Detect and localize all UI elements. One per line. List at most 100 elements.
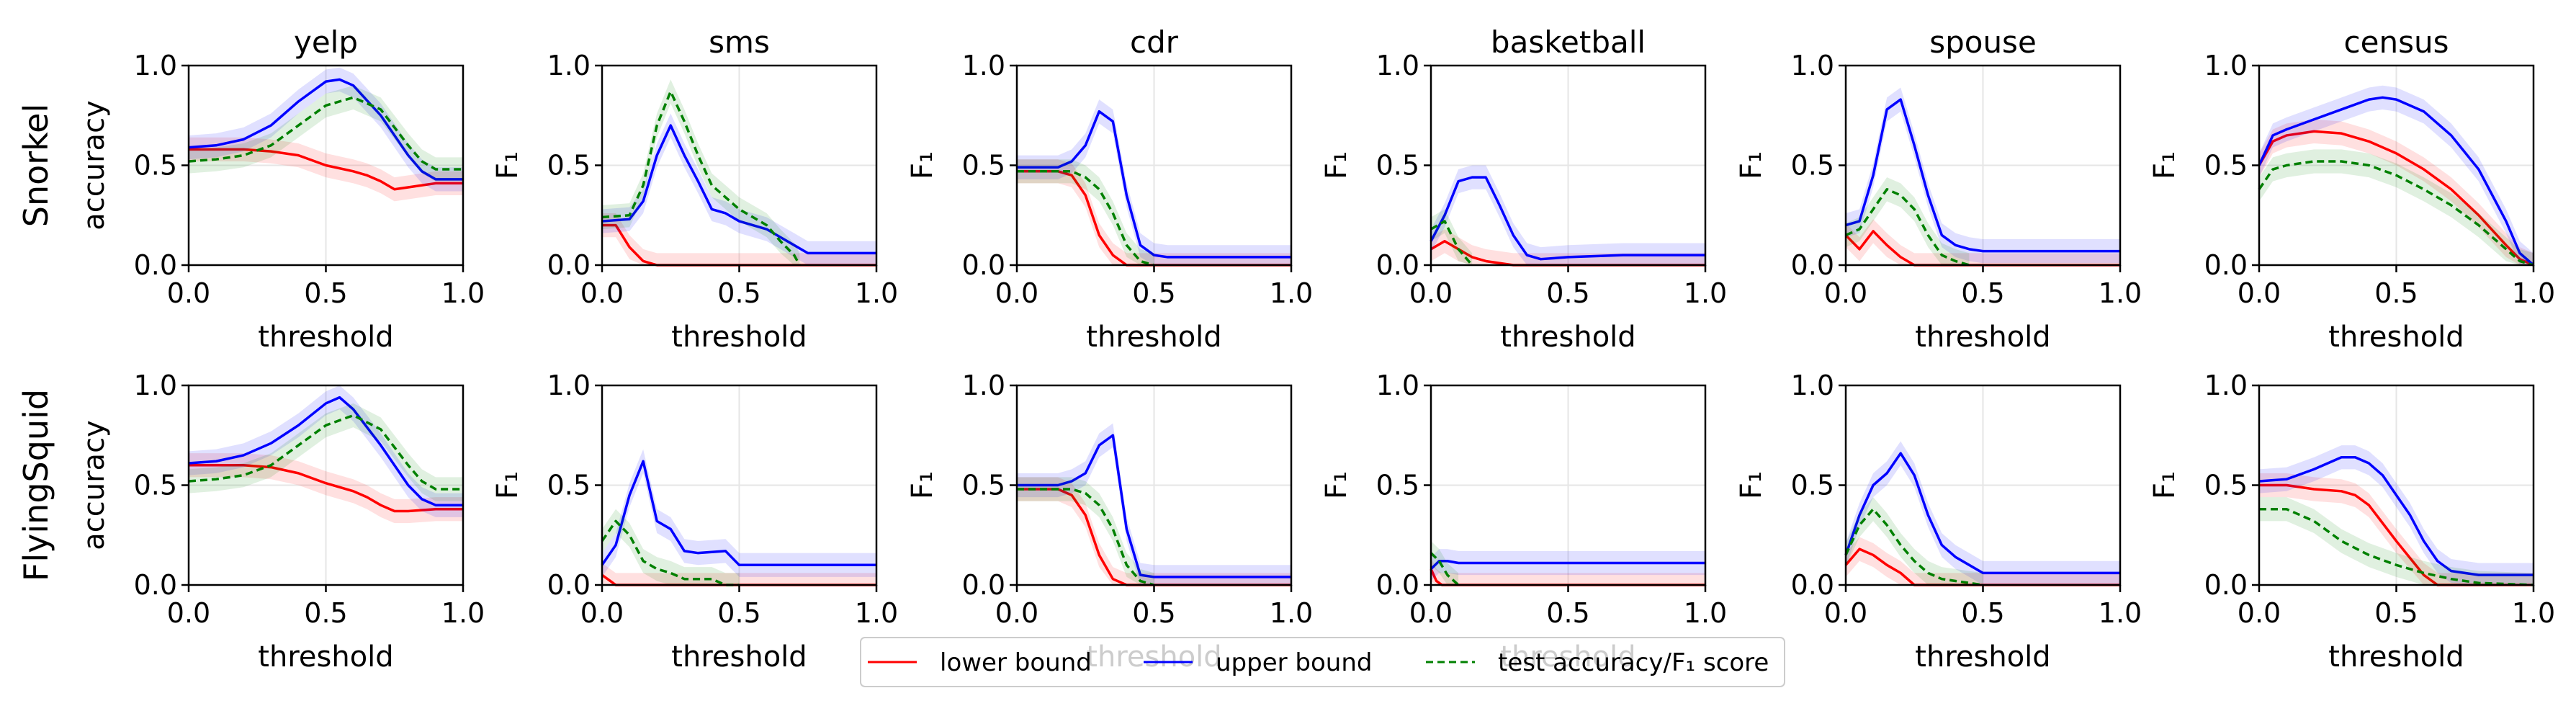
y-tick-label: 0.5 — [1376, 470, 1419, 501]
confidence-band-lower-bound — [602, 213, 876, 265]
confidence-band-test-accuracy-f-score — [2259, 497, 2534, 585]
y-tick-label: 0.0 — [547, 249, 591, 281]
x-tick-label: 0.0 — [995, 277, 1038, 309]
series-line-test-accuracy-f-score — [1844, 507, 1983, 586]
row-labels: Snorkel FlyingSquid — [17, 104, 55, 581]
series-line-test-accuracy-f-score — [2259, 507, 2534, 586]
y-axis-label: F₁ — [2148, 471, 2181, 499]
row-label-snorkel: Snorkel — [17, 104, 55, 228]
legend-label-upper-bound: upper bound — [1216, 648, 1372, 677]
y-tick-label: 0.5 — [1376, 150, 1419, 182]
confidence-band-test-accuracy-f-score — [602, 509, 740, 585]
x-axis-label: threshold — [671, 321, 807, 354]
y-tick-label: 0.0 — [1376, 569, 1419, 601]
x-tick-label: 0.0 — [995, 597, 1038, 629]
confidence-band-lower-bound — [2259, 473, 2534, 585]
series-line-upper-bound — [188, 396, 463, 506]
confidence-band-lower-bound — [602, 563, 876, 585]
panels-layer: 0.0 0.5 1.00.00.51.0thresholdaccuracyyelp0… — [78, 24, 2555, 674]
legend-frame — [860, 637, 1785, 687]
y-axis-label: F₁ — [906, 471, 939, 499]
y-axis-label: F₁ — [1320, 471, 1353, 499]
y-tick-label: 1.0 — [2204, 370, 2248, 401]
x-axis-label: threshold — [258, 321, 393, 354]
series-line-test-accuracy-f-score — [1430, 552, 1460, 586]
confidence-band-test-accuracy-f-score — [189, 85, 463, 182]
x-tick-label: 0.0 — [1409, 277, 1453, 309]
chart-title: cdr — [1130, 24, 1179, 60]
y-tick-label: 1.0 — [1376, 370, 1419, 401]
series-line-upper-bound — [601, 460, 876, 567]
x-axis-label: threshold — [1500, 321, 1635, 354]
y-tick-label: 0.0 — [1791, 569, 1834, 601]
chart-panel: 0.0 0.5 1.0 0.0 0.5 1.0 threshold F₁ census — [2148, 24, 2555, 354]
series-line-test-accuracy-f-score — [2258, 160, 2534, 267]
series-line-lower-bound — [189, 464, 463, 513]
series-line-upper-bound — [1845, 98, 2120, 253]
y-tick-label: 0.0 — [2204, 569, 2248, 601]
series-line-upper-bound — [2258, 455, 2534, 576]
y-axis-label: F₁ — [491, 471, 524, 499]
y-tick-label: 1.0 — [962, 370, 1005, 401]
y-tick-label: 0.0 — [2204, 249, 2248, 281]
y-axis-label: F₁ — [906, 151, 939, 179]
series-line-upper-bound — [601, 124, 876, 255]
confidence-band-upper-bound — [1846, 87, 2120, 264]
chart-title: spouse — [1929, 24, 2037, 60]
x-tick-label: 0.5 — [1546, 597, 1589, 629]
x-tick-label: 1.0 — [2099, 597, 2142, 629]
chart-title: basketball — [1491, 24, 1646, 60]
x-tick-label: 0.0 — [1409, 597, 1453, 629]
confidence-band-test-accuracy-f-score — [602, 79, 800, 265]
x-tick-label: 0.5 — [1132, 277, 1175, 309]
chart-title: sms — [709, 24, 770, 60]
x-tick-label: 1.0 — [2512, 277, 2555, 309]
x-tick-label: 0.0 — [2238, 597, 2281, 629]
y-axis-label: F₁ — [1735, 471, 1768, 499]
series-line-test-accuracy-f-score — [1845, 187, 1970, 267]
chart-panel: 0.0 0.5 1.0 0.0 0.5 1.0 threshold accuracy — [78, 370, 485, 674]
y-tick-label: 1.0 — [1376, 50, 1419, 81]
series-line-test-accuracy-f-score — [1017, 488, 1154, 586]
x-axis-label: threshold — [671, 640, 807, 674]
y-tick-label: 0.0 — [547, 569, 591, 601]
x-tick-label: 1.0 — [1270, 277, 1313, 309]
confidence-band-lower-bound — [1017, 159, 1291, 265]
y-axis-label: accuracy — [78, 100, 111, 230]
series-line-test-accuracy-f-score — [188, 414, 463, 491]
y-tick-label: 1.0 — [134, 370, 177, 401]
x-tick-label: 0.0 — [580, 277, 624, 309]
row-label-flyingsquid: FlyingSquid — [17, 389, 55, 581]
confidence-band-upper-bound — [2259, 85, 2534, 265]
chart-panel: 0.0 0.5 1.0 0.0 0.5 1.0 threshold F₁ cdr — [906, 24, 1313, 354]
y-tick-label: 0.5 — [134, 150, 177, 182]
x-tick-label: 1.0 — [1270, 597, 1313, 629]
y-tick-label: 0.5 — [2204, 470, 2248, 501]
y-tick-label: 0.5 — [1791, 470, 1834, 501]
x-tick-label: 0.0 — [1824, 597, 1867, 629]
confidence-band-test-accuracy-f-score — [2259, 149, 2534, 265]
series-line-lower-bound — [2258, 130, 2534, 267]
y-axis-label: F₁ — [2148, 151, 2181, 179]
series-line-upper-bound — [1017, 434, 1291, 578]
x-axis-label: threshold — [2328, 640, 2464, 674]
chart-panel: 0.0 0.5 1.0 0.0 0.5 1.0 threshold F₁ spouse — [1735, 24, 2142, 354]
x-tick-label: 1.0 — [1684, 277, 1727, 309]
y-tick-label: 1.0 — [547, 50, 591, 81]
x-tick-label: 0.0 — [1824, 277, 1867, 309]
series-line-upper-bound — [1844, 452, 2120, 575]
confidence-band-upper-bound — [1017, 99, 1291, 265]
confidence-band-lower-bound — [1017, 477, 1291, 585]
x-tick-label: 0.5 — [1961, 597, 2004, 629]
y-tick-label: 0.5 — [1791, 150, 1834, 182]
x-tick-label: 1.0 — [855, 277, 898, 309]
confidence-band-lower-bound — [2259, 119, 2534, 265]
x-tick-label: 0.5 — [2374, 597, 2418, 629]
x-tick-label: 0.5 — [2374, 277, 2418, 309]
x-tick-label: 1.0 — [441, 597, 485, 629]
confidence-band-test-accuracy-f-score — [1017, 477, 1154, 585]
y-axis-label: F₁ — [1320, 151, 1353, 179]
